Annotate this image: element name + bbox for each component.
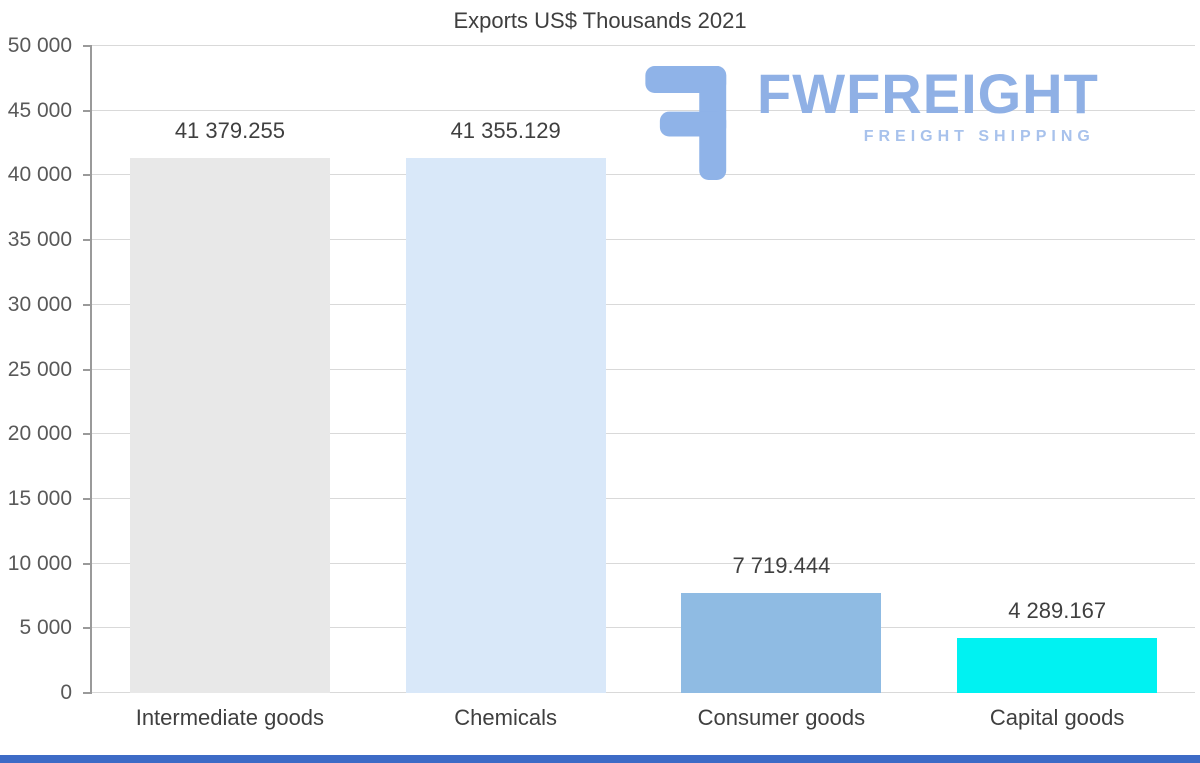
bar-value-label: 7 719.444 [732, 553, 831, 579]
gridline [92, 497, 1195, 499]
logo-text-block: FWFREIGHT FREIGHT SHIPPING [757, 66, 1099, 146]
footer-accent-bar [0, 755, 1200, 763]
y-tick-label: 30 000 [7, 292, 72, 316]
y-tick-mark [83, 692, 92, 694]
bar-value-label: 4 289.167 [1008, 597, 1107, 623]
bar-consumer-goods [681, 593, 882, 693]
gridline [92, 692, 1195, 693]
gridline [92, 174, 1195, 176]
y-tick-mark [83, 627, 92, 630]
y-tick-label: 15 000 [7, 486, 72, 510]
y-tick-mark [83, 368, 92, 371]
gridline [92, 45, 1195, 46]
y-tick-mark [83, 562, 92, 565]
category-slot: 7 719.444 Consumer goods [644, 46, 920, 730]
bar-capital-goods [957, 637, 1158, 693]
y-tick-mark [83, 497, 92, 500]
y-tick-mark [83, 109, 92, 112]
y-tick-mark [83, 239, 92, 242]
bar-value-label: 41 379.255 [174, 117, 285, 143]
x-axis-label: Consumer goods [697, 705, 866, 730]
y-tick-label: 0 [60, 681, 72, 704]
brand-tagline: FREIGHT SHIPPING [863, 128, 1095, 145]
bar-intermediate-goods [129, 157, 330, 693]
y-tick-label: 40 000 [7, 163, 72, 187]
gridline [92, 433, 1195, 435]
bar-value-label: 41 355.129 [450, 117, 561, 143]
y-tick-label: 10 000 [7, 551, 72, 575]
gridline [92, 368, 1195, 370]
plot-area: 41 379.255 Intermediate goods 41 355.129 Ch… [83, 45, 1195, 730]
brand-name: FWFREIGHT [757, 62, 1099, 125]
gridline [92, 109, 1195, 111]
y-tick-label: 25 000 [7, 357, 72, 381]
y-tick-label: 35 000 [7, 228, 72, 252]
fwfreight-logo: FWFREIGHT FREIGHT SHIPPING [645, 66, 1099, 180]
y-tick-mark [83, 45, 92, 47]
category-slot: 4 289.167 Capital goods [919, 46, 1195, 730]
x-axis-label: Intermediate goods [135, 705, 325, 730]
y-tick-mark [83, 303, 92, 306]
category-slot: 41 379.255 Intermediate goods [92, 46, 368, 730]
gridline [92, 627, 1195, 629]
fwfreight-logo-icon [645, 66, 727, 180]
y-tick-label: 50 000 [7, 34, 72, 57]
bar-chemicals [405, 157, 606, 693]
x-axis-label: Chemicals [454, 705, 557, 730]
category-slot: 41 355.129 Chemicals [368, 46, 644, 730]
chart-title: Exports US$ Thousands 2021 [453, 8, 747, 33]
gridline [92, 562, 1195, 564]
y-tick-label: 5 000 [19, 616, 72, 640]
y-tick-mark [83, 433, 92, 436]
y-axis-labels: 0 5 000 10 000 15 000 20 000 25 000 30 000 35 0… [0, 34, 78, 704]
y-tick-mark [83, 174, 92, 177]
y-tick-label: 20 000 [7, 422, 72, 446]
y-tick-label: 45 000 [7, 98, 72, 122]
gridline [92, 303, 1195, 305]
gridline [92, 239, 1195, 241]
x-axis-label: Capital goods [989, 705, 1125, 730]
